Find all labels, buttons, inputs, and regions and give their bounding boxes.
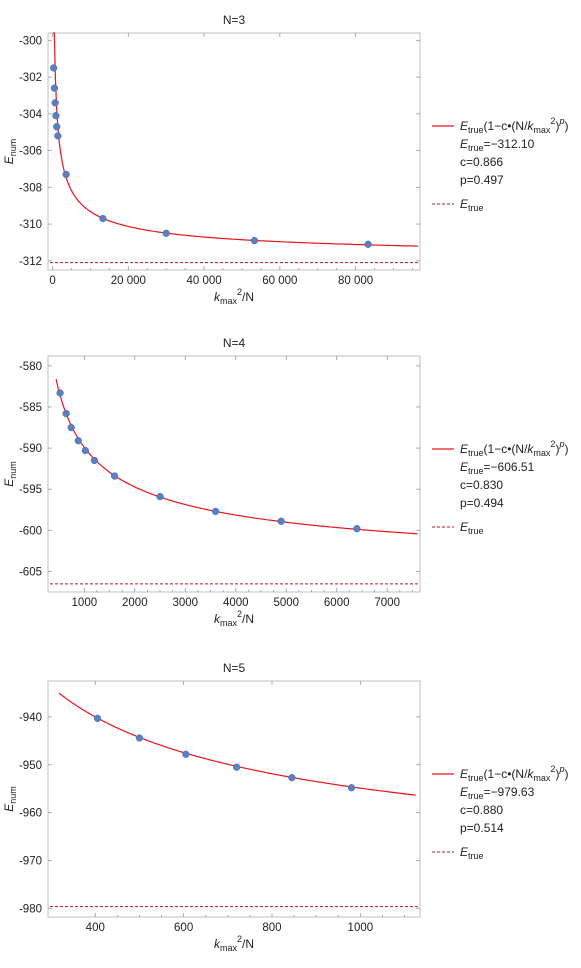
x-tick-label: 1000 — [348, 922, 374, 934]
y-tick-label: -960 — [19, 808, 42, 820]
data-point — [67, 423, 75, 432]
legend-ref-label: Etrue — [460, 197, 484, 213]
legend-fit-label: Etrue(1−c•(N/kmax2)p) — [460, 439, 568, 458]
data-point — [353, 525, 361, 533]
legend-param: c=0.830 — [460, 478, 503, 492]
x-tick-label: 1000 — [72, 597, 98, 609]
data-point — [211, 507, 220, 516]
y-tick-label: -306 — [19, 146, 42, 158]
legend-param: Etrue=−979.63 — [460, 785, 535, 801]
legend: Etrue(1−c•(N/kmax2)p) Etrue=−312.10 c=0.86… — [432, 116, 568, 213]
legend-param: Etrue=−606.51 — [460, 460, 535, 476]
data-point — [52, 112, 60, 120]
data-point — [50, 64, 58, 72]
y-tick-label: -590 — [19, 443, 42, 455]
legend-ref-label: Etrue — [460, 520, 484, 536]
legend-ref-label: Etrue — [460, 845, 484, 861]
x-tick-label: 600 — [174, 922, 193, 934]
legend-param: p=0.514 — [460, 821, 504, 835]
x-axis-label: kmax2/N — [214, 287, 254, 306]
data-point — [277, 517, 285, 525]
data-point — [62, 409, 70, 418]
y-tick-label: -980 — [19, 903, 42, 915]
x-axis-label: kmax2/N — [214, 609, 254, 628]
data-point — [54, 132, 62, 140]
legend-fit-label: Etrue(1−c•(N/kmax2)p) — [460, 116, 568, 135]
y-axis-label: Enum — [2, 461, 18, 487]
legend: Etrue(1−c•(N/kmax2)p) Etrue=−979.63 c=0.88… — [432, 764, 568, 861]
y-tick-label: -940 — [19, 712, 42, 724]
data-point — [62, 170, 70, 179]
y-tick-label: -585 — [19, 402, 42, 414]
chart-panel-2: N=4 1000 2000 3000 4000 5000 6000 7000 -605 -600 -… — [2, 336, 568, 628]
plot-frame — [47, 680, 421, 918]
data-point — [110, 472, 119, 480]
y-tick-label: -595 — [19, 484, 42, 496]
x-tick-label: 0 — [49, 275, 55, 287]
data-point — [90, 456, 99, 465]
data-point — [182, 750, 190, 758]
chart-title: N=5 — [223, 661, 246, 675]
y-tick-label: -600 — [19, 525, 42, 537]
plot-frame — [47, 32, 421, 271]
fit-curve — [55, 379, 418, 535]
y-tick-label: -300 — [19, 35, 42, 47]
y-tick-label: -302 — [19, 72, 42, 84]
fit-curve — [58, 692, 416, 796]
legend-param: p=0.494 — [460, 496, 504, 510]
data-point — [93, 714, 102, 722]
y-tick-label: -304 — [19, 109, 43, 121]
plot-frame — [47, 355, 421, 593]
chart-panel-3: N=5 400 600 800 1000 -980 -970 -960 -950 -940 kmax… — [2, 661, 568, 953]
y-tick-label: -970 — [19, 856, 42, 868]
legend-param: c=0.880 — [460, 803, 503, 817]
data-point — [81, 446, 90, 455]
x-tick-label: 20 000 — [111, 275, 146, 287]
y-axis-label: Enum — [2, 139, 18, 165]
chart-title: N=4 — [223, 336, 246, 350]
data-point — [51, 99, 59, 107]
x-tick-label: 6000 — [324, 597, 350, 609]
data-point — [233, 763, 241, 771]
x-tick-label: 3000 — [172, 597, 198, 609]
legend-param: c=0.866 — [460, 155, 503, 169]
data-point — [74, 437, 82, 445]
y-axis-label: Enum — [2, 786, 18, 812]
legend: Etrue(1−c•(N/kmax2)p) Etrue=−606.51 c=0.83… — [432, 439, 568, 536]
x-tick-label: 80 000 — [338, 275, 373, 287]
data-point — [250, 236, 259, 245]
y-tick-label: -308 — [19, 182, 42, 194]
y-tick-label: -580 — [19, 361, 42, 373]
data-point — [50, 84, 59, 92]
data-point — [53, 123, 61, 131]
legend-param: Etrue=−312.10 — [460, 137, 535, 153]
data-point — [99, 214, 107, 223]
x-tick-label: 40 000 — [186, 275, 221, 287]
x-tick-label: 5000 — [273, 597, 299, 609]
x-tick-label: 400 — [86, 922, 105, 934]
legend-fit-label: Etrue(1−c•(N/kmax2)p) — [460, 764, 568, 783]
data-point — [162, 229, 170, 237]
x-tick-label: 4000 — [223, 597, 249, 609]
data-point — [56, 389, 64, 397]
x-tick-label: 60 000 — [262, 275, 297, 287]
data-point — [156, 492, 164, 501]
data-point — [347, 784, 356, 792]
chart-panel-1: N=3 0 20 000 40 000 60 000 80 000 -312 -310 -308… — [2, 13, 568, 306]
chart-title: N=3 — [223, 13, 246, 27]
x-tick-label: 2000 — [122, 597, 148, 609]
fit-curve — [53, 32, 419, 247]
x-tick-label: 800 — [262, 922, 281, 934]
data-point — [135, 734, 144, 742]
x-axis-label: kmax2/N — [214, 934, 254, 953]
y-tick-label: -312 — [19, 256, 42, 268]
y-tick-label: -950 — [19, 760, 42, 772]
y-tick-label: -605 — [19, 566, 42, 578]
data-point — [288, 774, 296, 782]
data-point — [364, 240, 372, 248]
y-tick-label: -310 — [19, 219, 42, 231]
x-tick-label: 7000 — [374, 597, 400, 609]
legend-param: p=0.497 — [460, 173, 504, 187]
